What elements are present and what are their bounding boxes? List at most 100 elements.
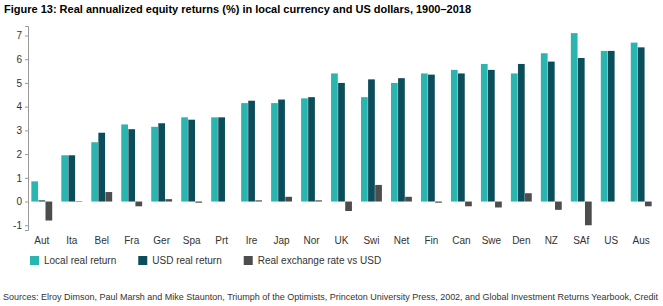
bar [601, 51, 608, 202]
bar [285, 197, 292, 202]
legend-item: USD real return [138, 255, 221, 266]
legend-item: Local real return [30, 255, 116, 266]
bar [481, 64, 488, 202]
y-tick-mark [25, 202, 28, 203]
bar [518, 64, 525, 202]
bar [608, 51, 615, 202]
y-tick-mark [25, 35, 28, 36]
chart-title: Figure 13: Real annualized equity return… [4, 3, 471, 15]
legend-item: Real exchange rate vs USD [244, 255, 381, 266]
bar [368, 79, 375, 201]
bar [225, 201, 232, 202]
bar [255, 200, 262, 201]
bar [495, 202, 502, 208]
bar [301, 98, 308, 201]
bar [451, 70, 458, 202]
bar [308, 97, 315, 201]
bar [135, 202, 142, 207]
bar [128, 129, 135, 201]
bar [375, 185, 382, 202]
bar [361, 97, 368, 201]
x-tick-label: Fra [124, 235, 139, 246]
bar [218, 117, 225, 201]
bar [75, 201, 82, 202]
bar [541, 53, 548, 201]
bar [585, 202, 592, 226]
bar [391, 83, 398, 202]
y-tick-mark [25, 83, 28, 84]
y-tick: 6 [16, 54, 28, 65]
bar [248, 101, 255, 202]
legend-swatch [244, 256, 253, 265]
bar [38, 200, 45, 201]
bar [525, 193, 532, 201]
x-tick-label: Swe [482, 235, 502, 246]
x-tick-label: Fin [424, 235, 438, 246]
bar [398, 78, 405, 201]
y-tick-mark [25, 154, 28, 155]
bar [421, 73, 428, 201]
bar [121, 124, 128, 201]
legend-label: USD real return [152, 255, 221, 266]
x-tick-label: Ire [246, 235, 258, 246]
y-tick: 4 [16, 101, 28, 112]
y-tick-label: 4 [16, 101, 22, 112]
y-tick-mark [25, 178, 28, 179]
bar [181, 117, 188, 201]
bar [278, 100, 285, 202]
bar [91, 142, 98, 201]
y-tick: -1 [13, 220, 28, 231]
x-tick-label: UK [335, 235, 349, 246]
x-tick-label: Aut [34, 235, 49, 246]
series [31, 33, 637, 201]
series [38, 47, 644, 201]
bar [548, 62, 555, 202]
x-tick-label: Nor [303, 235, 320, 246]
bar [331, 73, 338, 201]
y-tick-label: 3 [16, 125, 22, 136]
legend: Local real return USD real return Real exc… [30, 255, 381, 266]
y-axis: -101234567 [13, 27, 28, 231]
bar [511, 73, 518, 201]
y-tick: 1 [16, 173, 28, 184]
x-tick-label: Den [512, 235, 530, 246]
y-tick-label: -1 [13, 220, 22, 231]
bar [46, 202, 53, 221]
x-tick-label: Swi [363, 235, 379, 246]
y-tick-label: 2 [16, 149, 22, 160]
y-tick: 0 [16, 196, 28, 207]
bar [488, 70, 495, 202]
y-tick-mark [25, 130, 28, 131]
bar [458, 73, 465, 201]
plot: -101234567AutItaBelFraGerSpaPrtIreJapNor… [13, 27, 652, 247]
bar [345, 202, 352, 211]
bar [188, 120, 195, 202]
x-tick-label: SAf [573, 235, 589, 246]
bar [315, 200, 322, 201]
bar [405, 197, 412, 202]
x-tick-label: NZ [545, 235, 558, 246]
y-tick-label: 0 [16, 196, 22, 207]
bar [465, 202, 472, 207]
bar [555, 202, 562, 210]
bar [68, 155, 75, 201]
y-tick: 2 [16, 149, 28, 160]
legend-label: Local real return [44, 255, 116, 266]
source-note: Sources: Elroy Dimson, Paul Marsh and Mi… [3, 292, 658, 302]
x-tick-label: Ita [66, 235, 78, 246]
bar [638, 47, 645, 201]
y-tick: 5 [16, 78, 28, 89]
bar [428, 75, 435, 202]
legend-swatch [138, 256, 147, 265]
bar [158, 123, 165, 201]
y-axis-line [25, 27, 29, 231]
bar [241, 103, 248, 201]
bar [578, 58, 585, 202]
bar [645, 202, 652, 207]
bar [98, 133, 105, 202]
y-tick: 3 [16, 125, 28, 136]
bars [31, 33, 651, 225]
y-tick-mark [25, 59, 28, 60]
y-tick-label: 1 [16, 173, 22, 184]
bar [31, 181, 38, 201]
